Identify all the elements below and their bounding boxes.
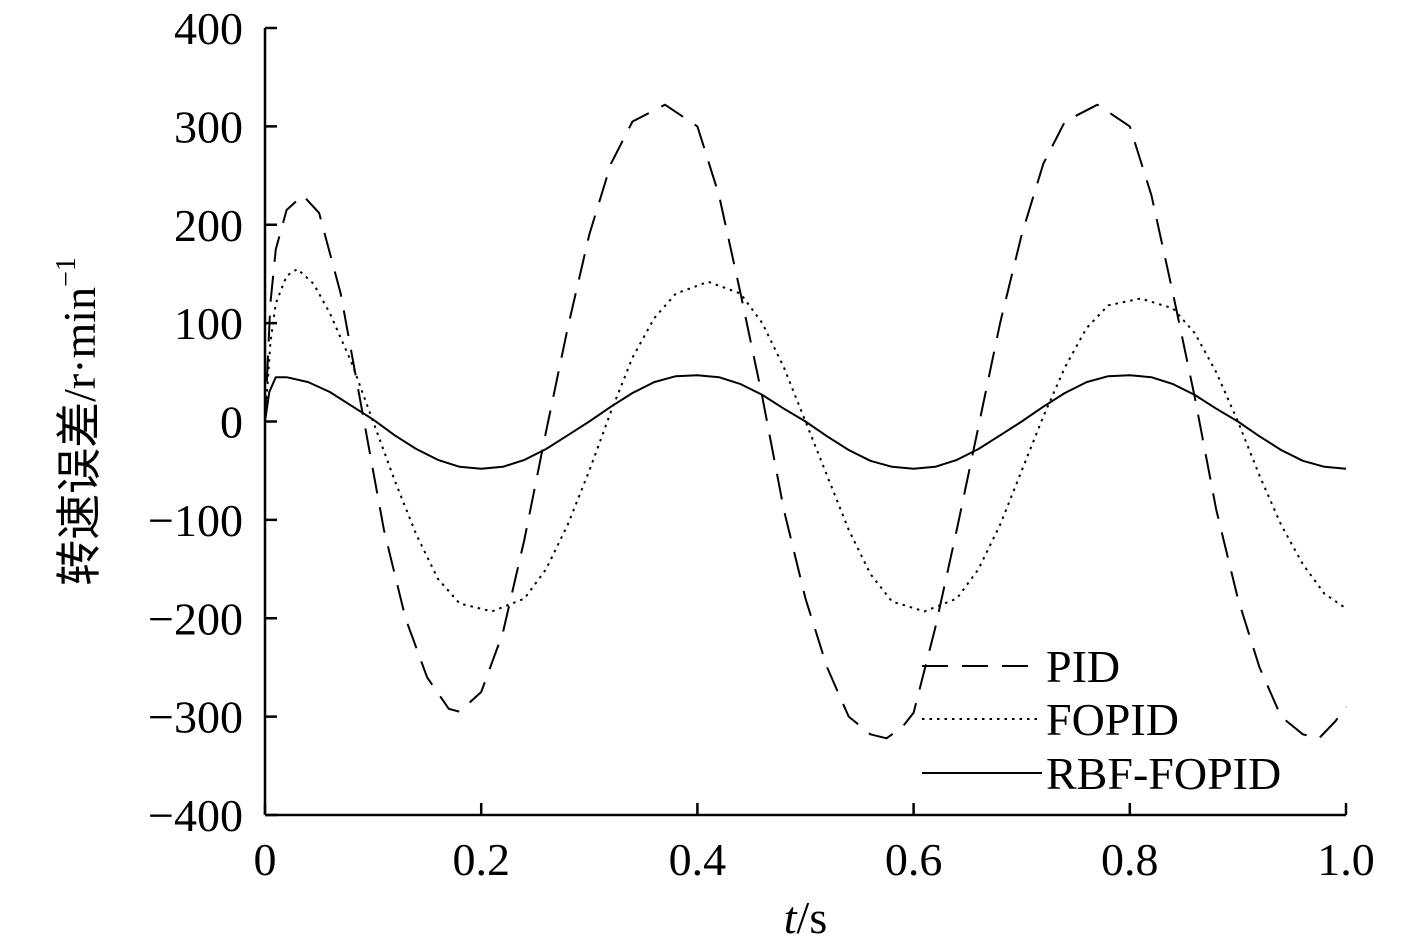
y-ticks: 400 300 200 100 0 −100 −200 −300 −400: [148, 3, 277, 841]
x-ticks: 0 0.2 0.4 0.6 0.8 1.0: [254, 803, 1375, 885]
legend-label-rbf-fopid: RBF-FOPID: [1046, 748, 1281, 799]
x-tick-label: 0.2: [452, 834, 510, 885]
y-axis-title: 转速误差/r·min−1: [51, 257, 105, 586]
y-tick-label: 200: [174, 200, 243, 251]
legend-label-fopid: FOPID: [1046, 694, 1179, 745]
y-tick-label: −200: [148, 593, 243, 644]
x-tick-label: 0.6: [885, 834, 943, 885]
y-tick-label: −400: [148, 790, 243, 841]
y-axis-title-main: 转速误差/r·min: [54, 287, 105, 586]
series-line-rbf-fopid: [264, 374, 1347, 470]
x-axis-title-italic: t: [784, 892, 798, 943]
plot-area: [264, 103, 1347, 740]
legend-label-pid: PID: [1046, 641, 1120, 692]
y-tick-label: 400: [174, 3, 243, 54]
y-axis-title-superscript: −1: [51, 257, 82, 287]
x-tick-label: 1.0: [1317, 834, 1375, 885]
x-axis-title: t/s: [784, 892, 827, 943]
y-tick-label: 100: [174, 298, 243, 349]
x-tick-label: 0.8: [1101, 834, 1159, 885]
y-tick-label: 0: [220, 397, 243, 448]
series-line-fopid: [264, 268, 1347, 613]
y-tick-label: −300: [148, 692, 243, 743]
x-tick-label: 0.4: [669, 834, 727, 885]
x-tick-label: 0: [254, 834, 277, 885]
series-line-pid: [264, 103, 1347, 740]
y-tick-label: 300: [174, 101, 243, 152]
y-tick-label: −100: [148, 495, 243, 546]
x-axis-title-unit: /s: [797, 892, 828, 943]
